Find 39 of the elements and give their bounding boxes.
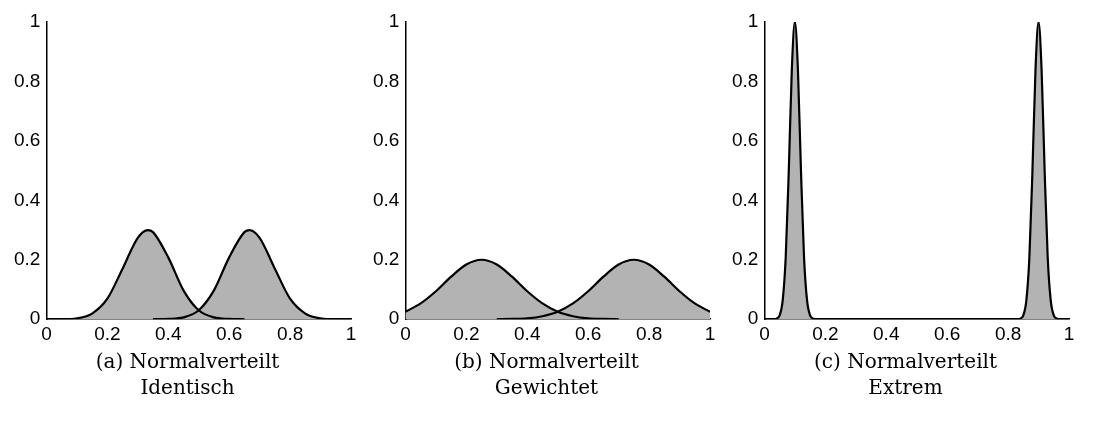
y-tick-label: 0 bbox=[388, 307, 400, 329]
x-tick-label: 1 bbox=[345, 322, 357, 344]
y-tick-label: 0.6 bbox=[13, 129, 41, 151]
x-tick-label: 0.2 bbox=[94, 322, 121, 344]
x-tick-label: 1 bbox=[1063, 322, 1075, 344]
y-tick-label: 0.4 bbox=[13, 188, 41, 210]
text: Gewichtet bbox=[493, 374, 600, 400]
x-tick-label: 0.4 bbox=[514, 322, 541, 344]
y-tick-label: 1 bbox=[747, 10, 759, 32]
x-tick-label: 0.8 bbox=[994, 322, 1022, 344]
x-tick-label: 0.4 bbox=[873, 322, 900, 344]
text: Identisch bbox=[139, 374, 236, 400]
y-tick-label: 1 bbox=[29, 10, 41, 32]
x-tick-label: 0.8 bbox=[635, 322, 663, 344]
x-tick-label: 0.2 bbox=[453, 322, 480, 344]
text: (a) Normalverteilt bbox=[95, 348, 280, 374]
y-tick-label: 0.2 bbox=[731, 247, 759, 269]
y-tick-label: 0.8 bbox=[13, 69, 41, 91]
y-tick-label: 0.8 bbox=[731, 69, 759, 91]
text: (b) Normalverteilt bbox=[454, 348, 639, 374]
y-tick-label: 0.4 bbox=[731, 188, 759, 210]
x-tick-label: 0.6 bbox=[933, 322, 961, 344]
text: Extrem bbox=[867, 374, 944, 400]
y-tick-label: 0 bbox=[747, 307, 759, 329]
x-tick-label: 0.6 bbox=[215, 322, 243, 344]
x-tick-label: 0.2 bbox=[812, 322, 839, 344]
x-tick-label: 0.4 bbox=[155, 322, 182, 344]
y-tick-label: 0.6 bbox=[731, 129, 759, 151]
x-tick-label: 0.6 bbox=[574, 322, 602, 344]
x-tick-label: 0.8 bbox=[276, 322, 304, 344]
y-tick-label: 0.4 bbox=[372, 188, 400, 210]
y-tick-label: 1 bbox=[388, 10, 400, 32]
y-tick-label: 0.2 bbox=[13, 247, 41, 269]
x-tick-label: 1 bbox=[704, 322, 716, 344]
text: (c) Normalverteilt bbox=[814, 348, 997, 374]
y-tick-label: 0 bbox=[29, 307, 41, 329]
y-tick-label: 0.2 bbox=[372, 247, 400, 269]
y-tick-label: 0.8 bbox=[372, 69, 400, 91]
y-tick-label: 0.6 bbox=[372, 129, 400, 151]
